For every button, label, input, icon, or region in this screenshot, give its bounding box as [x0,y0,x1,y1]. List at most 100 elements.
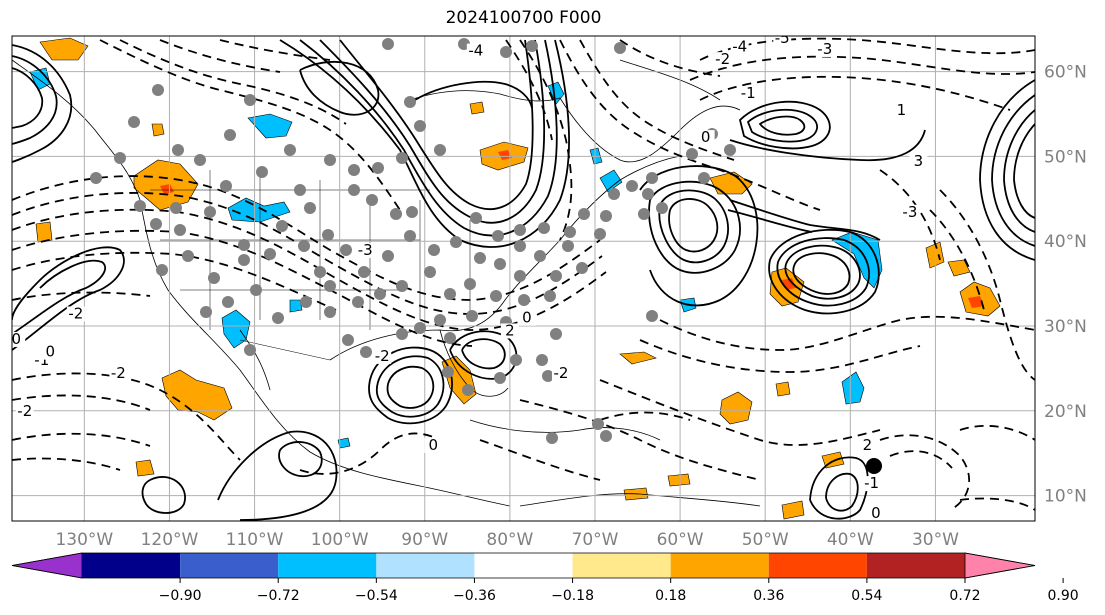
colorbar: −0.90 −0.72 −0.54 −0.36 −0.18 0.18 0.36 0.54 0.7… [11,552,1079,604]
contour-label: -5 [775,29,790,47]
negative-anomaly-patch [599,169,623,193]
station-marker [686,148,698,160]
station-marker [152,84,164,96]
colorbar-outline [11,552,1036,579]
contour-label-bg [909,153,928,169]
negative-anomaly-patch [841,371,865,405]
station-marker [434,144,446,156]
colorbar-tick-label: −0.36 [453,588,496,604]
strong-positive-core [160,184,174,194]
contour-label: -2 [17,402,32,420]
station-marker [284,144,296,156]
contour-label-bg [892,103,911,119]
colorbar-segment [82,553,181,578]
longitude-label: 60°W [657,530,704,550]
station-marker [646,172,658,184]
contour-label-bg [551,365,570,381]
negative-anomaly-patch [221,309,251,349]
highlight-marker [866,458,882,474]
station-marker [250,284,262,296]
longitude-label: 90°W [401,530,448,550]
latitude-axis: 60°N 50°N 40°N 30°N 20°N 10°N [1044,63,1087,507]
contour-label-bg [109,365,128,381]
station-marker [536,354,548,366]
contour-label: -4 [732,37,747,55]
map-frame [11,35,1036,522]
colorbar-tick-label: 0.54 [851,588,882,604]
station-marker [348,164,360,176]
station-marker [642,188,654,200]
station-marker [374,288,386,300]
positive-anomaly-patch [619,351,657,365]
station-marker [396,280,408,292]
contour-label-bg [466,43,485,59]
colorbar-segment [278,553,377,578]
station-marker [500,46,512,58]
station-marker [324,306,336,318]
contour-label-bg [15,404,34,420]
solid-contours [12,39,1035,521]
station-marker [578,208,590,220]
latitude-label: 50°N [1044,147,1087,167]
contour-label-bg [739,86,758,102]
station-marker [514,240,526,252]
station-marker [172,144,184,156]
contour-label-bg [713,52,732,68]
dashed-contours [12,37,1035,511]
station-marker [220,180,232,192]
positive-anomaly-patch [719,391,753,425]
station-marker [414,322,426,334]
station-marker [182,250,194,262]
station-marker [322,229,334,241]
colorbar-tick-label: 0.90 [1048,588,1079,604]
longitude-label: 130°W [55,530,113,550]
station-marker [358,266,370,278]
contour-label: 0 [522,309,532,327]
station-marker [128,116,140,128]
negative-anomaly-patch [247,113,293,139]
latitude-label: 20°N [1044,402,1087,422]
latitude-label: 30°N [1044,317,1087,337]
positive-anomaly-patch [775,381,791,397]
station-marker [244,94,256,106]
latitude-label: 10°N [1044,487,1087,507]
station-marker [466,310,478,322]
station-marker [208,272,220,284]
contour-label-bg [900,204,919,220]
longitude-label: 30°W [912,530,959,550]
station-marker [444,332,456,344]
longitude-label: 80°W [486,530,533,550]
contour-label: 0 [11,330,21,348]
station-marker [592,418,604,430]
station-marker [600,430,612,442]
station-marker [428,244,440,256]
contour-label-bg [866,505,885,521]
station-marker [406,206,418,218]
station-marker [390,208,402,220]
station-marker [564,226,576,238]
station-marker [434,314,446,326]
station-marker [470,212,482,224]
station-marker [194,154,206,166]
positive-anomaly-patch [947,259,971,277]
station-marker [608,188,620,200]
positive-anomaly-patch [781,500,805,520]
contour-label-bg [815,41,834,57]
contour-label: -3 [358,241,373,259]
station-marker [494,258,506,270]
station-marker [404,96,416,108]
contour-label-bg [500,323,519,339]
station-marker [256,166,268,178]
longitude-label: 40°W [827,530,874,550]
positive-anomaly-patch [151,123,165,137]
station-marker [462,384,474,396]
positive-anomaly-patch [135,459,155,477]
station-marker [396,328,408,340]
station-marker [90,172,102,184]
positive-anomaly-patch [35,221,53,243]
contour-label: 0 [701,128,711,146]
colorbar-extend-high [964,552,1036,579]
station-marker [224,129,236,141]
positive-anomaly-patch [667,473,691,487]
